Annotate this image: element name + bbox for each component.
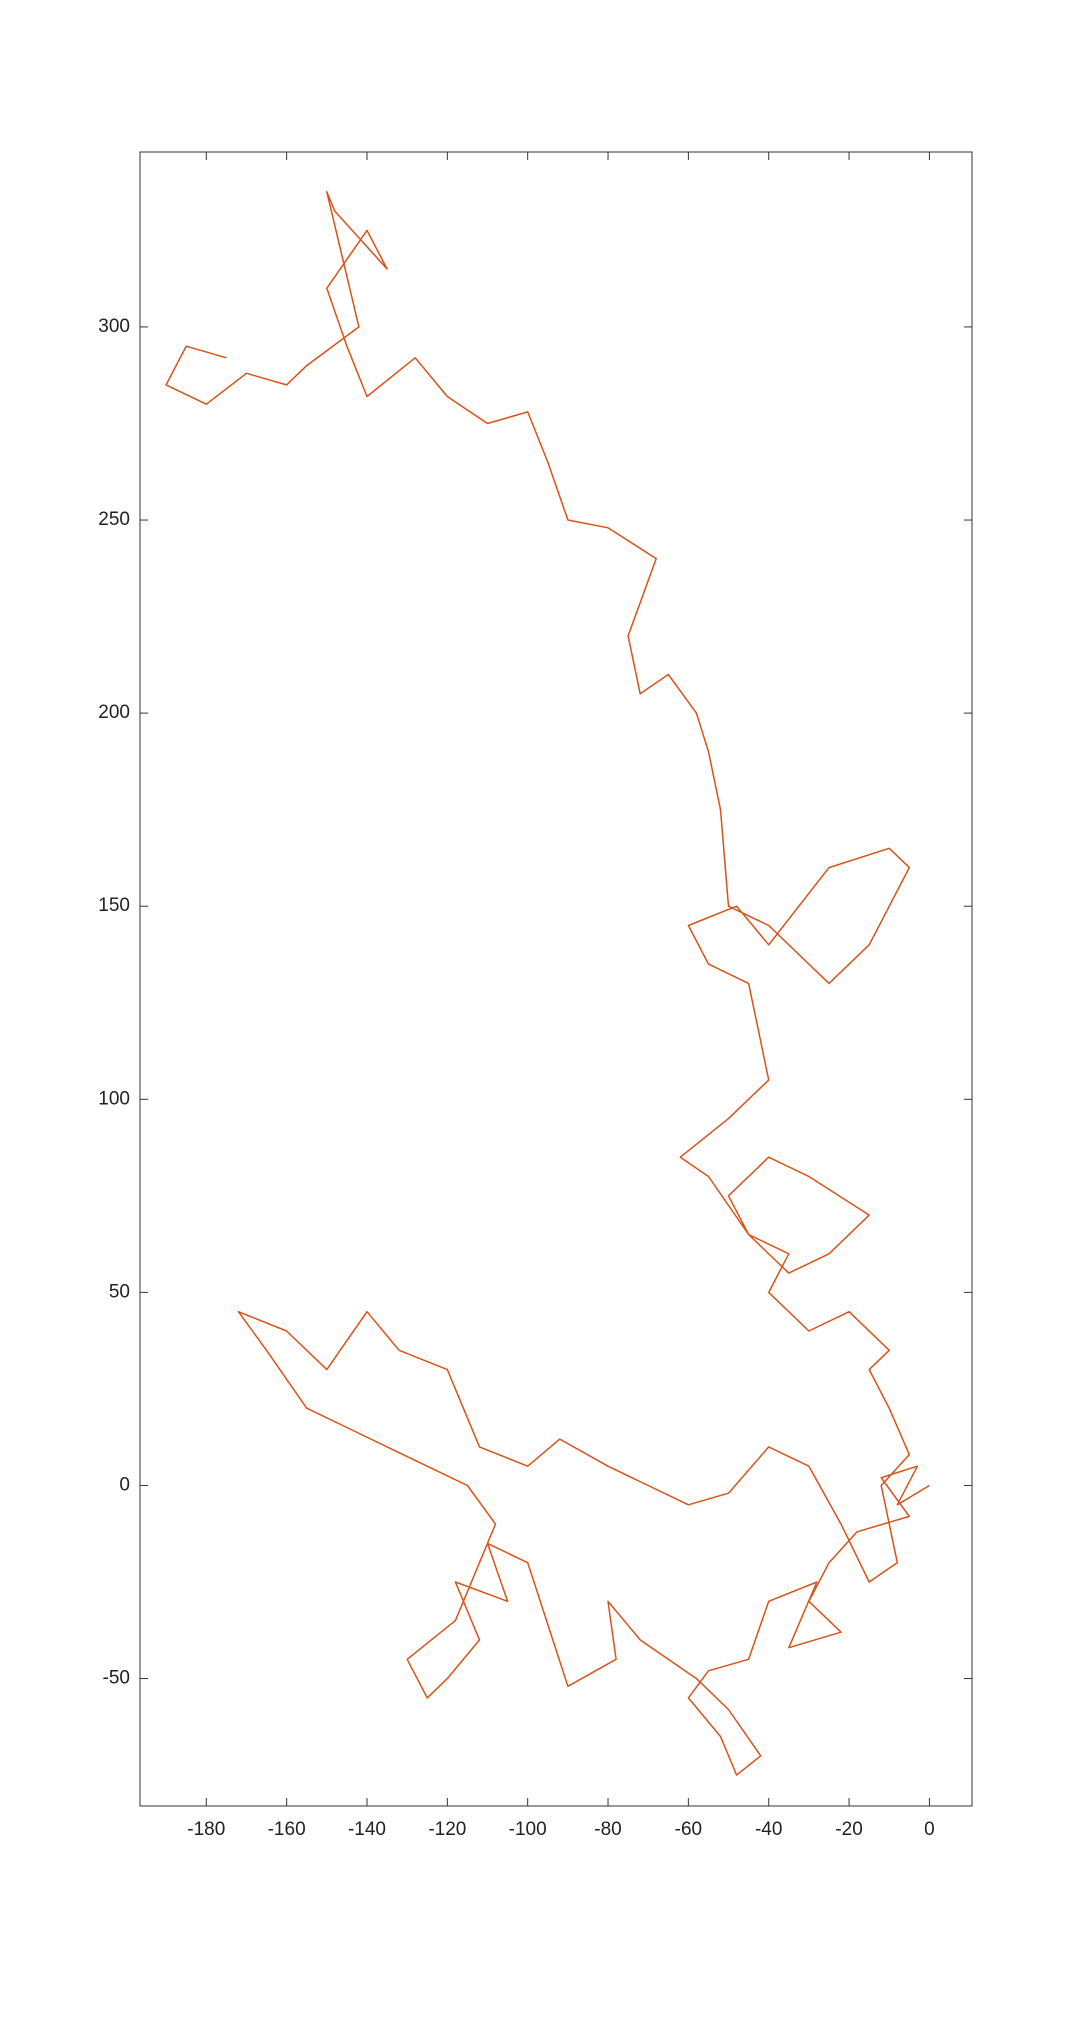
y-tick-label: -50 xyxy=(103,1668,130,1689)
walk-line xyxy=(165,191,930,1776)
y-tick-label: 250 xyxy=(98,509,130,530)
x-tick-label: -20 xyxy=(835,1819,862,1840)
x-tick-label: -120 xyxy=(428,1819,466,1840)
x-tick-label: -140 xyxy=(348,1819,386,1840)
x-tick-label: -180 xyxy=(187,1819,225,1840)
x-tick-label: -160 xyxy=(268,1819,306,1840)
plot-frame xyxy=(139,151,973,1807)
x-tick-label: 0 xyxy=(924,1819,935,1840)
x-tick-label: -80 xyxy=(594,1819,621,1840)
x-tick-label: -60 xyxy=(675,1819,702,1840)
y-tick-label: 300 xyxy=(98,316,130,337)
x-tick-label: -100 xyxy=(509,1819,547,1840)
y-tick-label: 50 xyxy=(109,1281,130,1302)
y-tick-label: 100 xyxy=(98,1088,130,1109)
y-tick-label: 150 xyxy=(98,895,130,916)
x-tick-label: -40 xyxy=(755,1819,782,1840)
y-tick-label: 200 xyxy=(98,702,130,723)
y-tick-label: 0 xyxy=(119,1474,130,1495)
